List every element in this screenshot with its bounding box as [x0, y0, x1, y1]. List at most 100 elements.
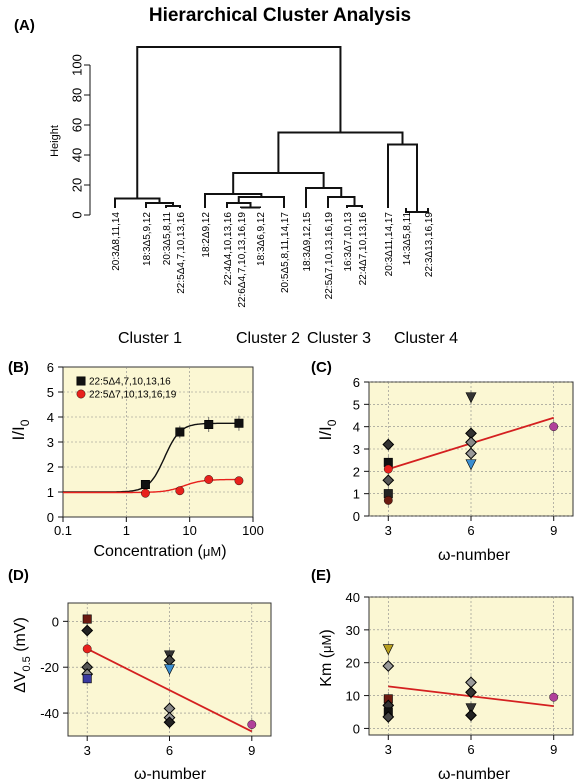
y-tick-label-b: 4	[47, 410, 54, 425]
x-axis-label-e: ω-number	[438, 766, 511, 782]
x-axis-label-c: ω-number	[438, 547, 511, 564]
dendrogram-y-tick-label: 20	[69, 178, 84, 192]
y-axis-label-e: Km (μM)	[318, 629, 335, 686]
data-point-e	[549, 692, 559, 702]
y-tick-label-c: 3	[353, 442, 360, 457]
data-point-b	[234, 418, 244, 428]
dendrogram-leaf-label: 20:3Δ8,11,14	[111, 212, 122, 271]
dendrogram-link	[346, 205, 363, 208]
x-axis-label-d: ω-number	[134, 766, 207, 782]
x-tick-label-c: 3	[385, 523, 392, 538]
dendrogram-leaf-label: 22:5Δ7,10,13,16,19	[324, 212, 335, 300]
y-tick-label-e: 20	[346, 656, 360, 671]
data-point-c	[382, 438, 395, 451]
x-tick-label-d: 9	[248, 743, 255, 758]
cluster-label: Cluster 3	[307, 330, 371, 347]
panel-letter-a: (A)	[14, 17, 35, 34]
x-axis-label-b: Concentration (μM)	[93, 543, 226, 560]
y-axis-label-b: I/I0	[9, 419, 32, 440]
data-point-e	[382, 644, 394, 656]
x-tick-label-b: 10	[182, 523, 196, 538]
data-point-e	[465, 703, 477, 715]
dendrogram-panel: (A) Hierarchical Cluster Analysis Height…	[14, 5, 458, 347]
data-point-c	[382, 474, 395, 487]
y-tick-label-d: 0	[52, 614, 59, 629]
dendrogram-leaf-label: 22:3Δ13,16,19	[424, 212, 435, 278]
y-tick-label-b: 1	[47, 485, 54, 500]
data-point-e	[382, 711, 395, 723]
x-tick-label-c: 6	[467, 523, 474, 538]
dendrogram-link	[165, 205, 181, 208]
y-tick-label-d: -20	[40, 660, 59, 675]
data-point-c	[465, 392, 477, 404]
data-point-d	[164, 664, 175, 676]
data-point-c	[465, 436, 477, 449]
x-tick-label-e: 6	[467, 742, 474, 757]
dendrogram-leaf-label: 18:2Δ9,12	[201, 212, 212, 258]
y-tick-label-e: 40	[346, 590, 360, 605]
y-tick-label-c: 2	[353, 464, 360, 479]
y-tick-label-b: 0	[47, 510, 54, 525]
x-tick-label-e: 9	[550, 742, 557, 757]
dendrogram-y-tick-label: 0	[69, 211, 84, 218]
x-tick-label-c: 9	[550, 523, 557, 538]
data-point-b	[234, 476, 244, 486]
dendrogram-link	[277, 131, 404, 173]
legend-label-b: 22:5Δ4,7,10,13,16	[89, 377, 171, 388]
cluster-label: Cluster 2	[236, 330, 300, 347]
cluster-label: Cluster 1	[118, 330, 182, 347]
y-tick-label-b: 6	[47, 360, 54, 375]
x-tick-label-b: 0.1	[54, 523, 72, 538]
dendrogram-leaf-label: 20:5Δ5,8,11,14,17	[280, 212, 291, 293]
data-point-c	[465, 447, 477, 460]
x-tick-label-d: 6	[166, 743, 173, 758]
omega-io-panel: (C) 3 6 9 0 1 2 3 4 5 6 I/I0 ω-number	[311, 359, 574, 564]
y-tick-label-b: 3	[47, 435, 54, 450]
data-point-c	[549, 422, 559, 432]
dendrogram-leaf-label: 20:3Δ5,8,11	[162, 212, 173, 266]
y-tick-label-b: 2	[47, 460, 54, 475]
legend-marker-b	[76, 376, 86, 386]
y-tick-label-c: 6	[353, 375, 360, 390]
panel-letter-b: (B)	[8, 359, 29, 376]
y-tick-label-c: 0	[353, 509, 360, 524]
x-tick-label-b: 100	[242, 523, 264, 538]
dendrogram-leaf-label: 22:6Δ4,7,10,13,16,19	[237, 212, 248, 308]
dendrogram-link	[387, 143, 418, 212]
dendrogram-link	[240, 206, 261, 209]
dendrogram-y-axis-label: Height	[49, 125, 61, 157]
data-point-c	[465, 459, 477, 471]
dendrogram-y-tick-label: 40	[69, 148, 84, 162]
data-point-d	[82, 674, 92, 684]
dendrogram-leaf-label: 22:5Δ4,7,10,13,16	[176, 212, 187, 294]
panel-letter-e: (E)	[311, 567, 331, 584]
dendrogram-link	[136, 46, 342, 199]
data-point-b	[175, 427, 185, 437]
y-tick-label-d: -40	[40, 706, 59, 721]
y-tick-label-c: 5	[353, 397, 360, 412]
x-tick-label-e: 3	[385, 742, 392, 757]
omega-dv-panel: (D) 3 6 9 -40 -20 0 ΔV0.5 (mV) ω-number	[8, 567, 272, 782]
data-point-e	[465, 686, 477, 699]
legend-marker-b	[76, 389, 86, 399]
legend-label-b: 22:5Δ7,10,13,16,19	[89, 390, 177, 401]
data-point-e	[465, 709, 477, 722]
y-axis-label-d: ΔV0.5 (mV)	[12, 617, 33, 693]
dendrogram-title: Hierarchical Cluster Analysis	[149, 5, 411, 26]
dendrogram-leaf-label: 22:4Δ4,10,13,16	[223, 212, 234, 286]
y-tick-label-e: 0	[353, 721, 360, 736]
y-tick-label-c: 4	[353, 420, 360, 435]
data-point-c	[383, 495, 393, 505]
y-tick-label-c: 1	[353, 487, 360, 502]
dendrogram-leaf-label: 18:3Δ6,9,12	[256, 212, 267, 266]
cluster-label: Cluster 4	[394, 330, 458, 347]
dendrogram-y-tick-label: 100	[69, 54, 84, 76]
x-tick-label-d: 3	[84, 743, 91, 758]
data-point-b	[204, 419, 214, 429]
data-point-b	[204, 475, 214, 484]
data-point-d	[81, 624, 94, 637]
dendrogram-leaf-label: 18:3Δ9,12,15	[302, 212, 313, 272]
panel-letter-d: (D)	[8, 567, 29, 584]
concentration-response-panel: (B) 0.1 1 10 100 0 1 2 3 4 5 6 22:5Δ4,7,10,13,16 22…	[8, 359, 264, 560]
